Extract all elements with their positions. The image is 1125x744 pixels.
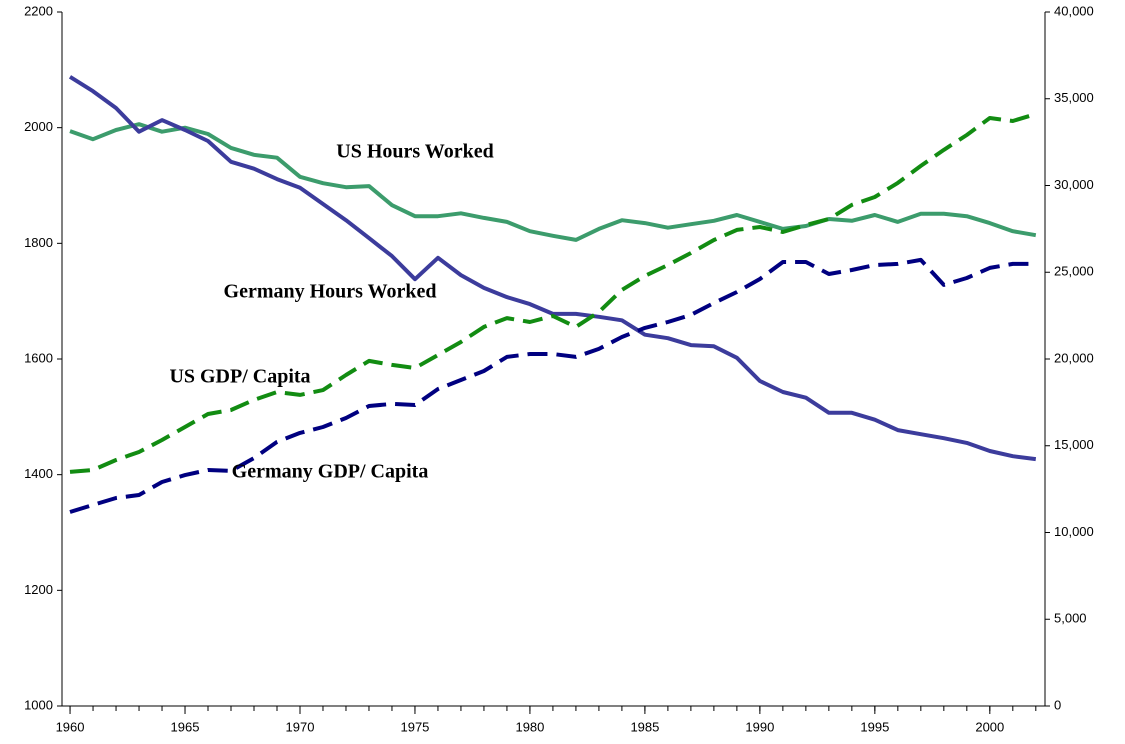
y-tick-label: 2200: [24, 3, 53, 18]
y-tick-label: 1800: [24, 235, 53, 250]
y-tick-label: 1200: [24, 582, 53, 597]
y-tick-label: 1600: [24, 350, 53, 365]
y2-tick-label: 35,000: [1054, 90, 1094, 105]
x-tick-label: 1965: [171, 719, 200, 734]
annotation: US Hours Worked: [336, 141, 493, 163]
y2-tick-label: 10,000: [1054, 524, 1094, 539]
annotation: Germany GDP/ Capita: [232, 461, 429, 483]
y-tick-label: 1000: [24, 697, 53, 712]
y2-tick-label: 5,000: [1054, 611, 1087, 626]
y2-tick-label: 25,000: [1054, 264, 1094, 279]
series-line: [68, 75, 1037, 462]
series-line: [69, 122, 1037, 242]
y2-tick-label: 20,000: [1054, 350, 1094, 365]
y-tick-label: 2000: [24, 119, 53, 134]
x-tick-label: 1970: [286, 719, 315, 734]
y2-tick-label: 40,000: [1054, 3, 1094, 18]
series-line: [69, 112, 1037, 474]
x-tick-label: 1985: [630, 719, 659, 734]
y-tick-label: 1400: [24, 466, 53, 481]
y2-tick-label: 15,000: [1054, 437, 1094, 452]
x-tick-label: 2000: [975, 719, 1004, 734]
x-tick-label: 1975: [400, 719, 429, 734]
x-tick-label: 1990: [745, 719, 774, 734]
x-tick-label: 1995: [860, 719, 889, 734]
y2-tick-label: 30,000: [1054, 177, 1094, 192]
x-tick-label: 1980: [515, 719, 544, 734]
x-tick-label: 1960: [56, 719, 85, 734]
annotation: Germany Hours Worked: [224, 281, 437, 303]
annotation: US GDP/ Capita: [169, 366, 310, 388]
y2-tick-label: 0: [1054, 697, 1061, 712]
